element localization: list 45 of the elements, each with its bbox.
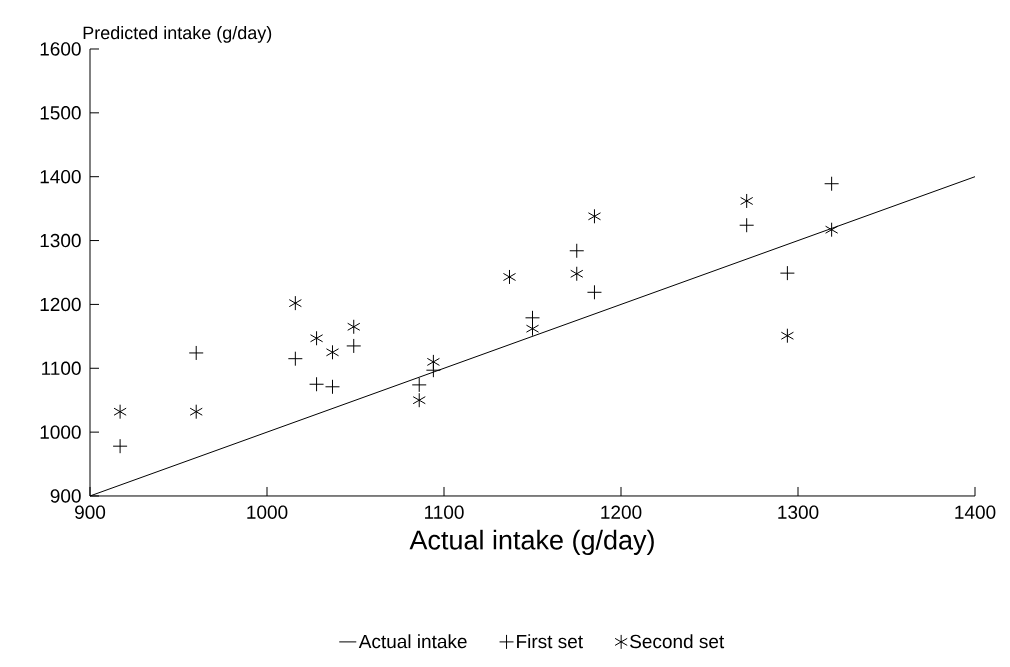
point — [586, 284, 602, 300]
point — [288, 295, 302, 311]
point — [310, 330, 324, 346]
y-axis-title: Predicted intake (g/day) — [83, 26, 272, 43]
y-tick-label: 1400 — [40, 169, 81, 184]
point — [740, 193, 754, 209]
point — [188, 345, 204, 361]
x-tick-label: 900 — [75, 505, 106, 519]
point — [287, 351, 303, 367]
point — [325, 344, 340, 360]
x-tick-label: 1300 — [778, 505, 819, 519]
point — [569, 243, 585, 259]
point — [824, 176, 840, 192]
y-tick-label: 1600 — [40, 42, 81, 56]
x-tick-label: 1000 — [247, 505, 288, 519]
point — [587, 208, 602, 224]
point — [325, 379, 340, 395]
legend-label: Actual intake — [358, 634, 467, 649]
point — [309, 376, 325, 392]
legend-label: Second set — [630, 634, 725, 649]
y-tick-label: 900 — [50, 489, 81, 503]
x-tick-label: 1400 — [955, 505, 996, 519]
point — [502, 269, 517, 285]
point — [570, 266, 584, 282]
point — [739, 217, 755, 233]
point — [113, 404, 127, 420]
x-axis-title: Actual intake (g/day) — [409, 529, 654, 555]
point — [780, 328, 794, 344]
y-tick-label: 1300 — [40, 233, 81, 248]
x-tick-label: 1100 — [425, 505, 464, 519]
y-tick-label: 1100 — [42, 361, 81, 375]
point — [346, 338, 362, 354]
point — [825, 222, 839, 238]
legend-label: First set — [517, 634, 583, 649]
x-tick-label: 1200 — [601, 505, 642, 519]
y-tick-label: 1000 — [40, 425, 81, 439]
point — [411, 377, 427, 393]
point — [426, 354, 440, 370]
y-tick-label: 1200 — [40, 297, 81, 312]
point — [347, 319, 361, 335]
point — [189, 404, 203, 420]
point — [112, 438, 128, 454]
point — [779, 265, 795, 281]
point — [412, 392, 426, 408]
y-tick-label: 1500 — [40, 106, 81, 120]
